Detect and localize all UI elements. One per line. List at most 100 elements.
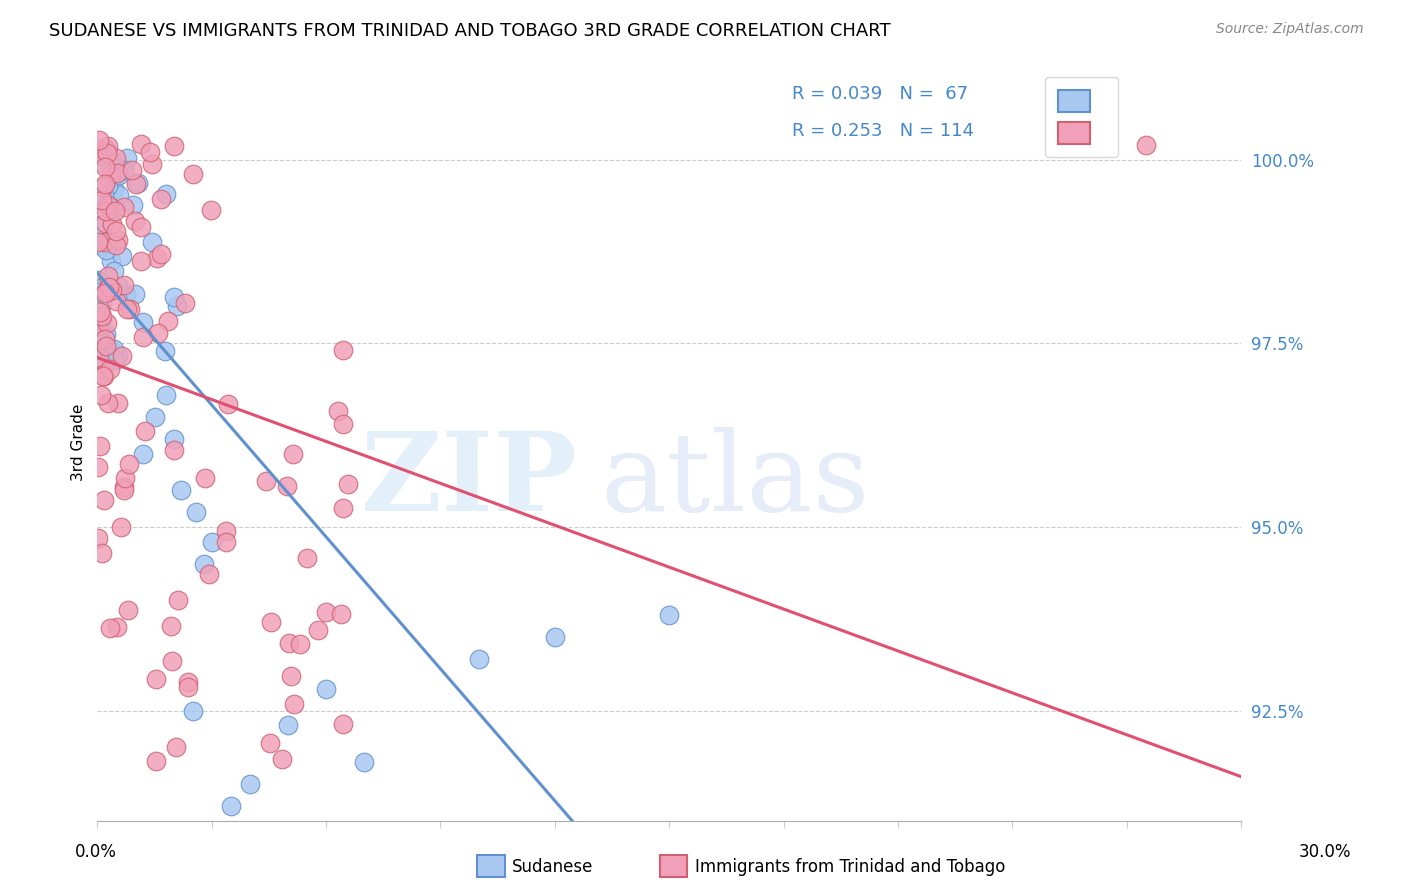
Point (112, 162, 135, 177)
Point (239, 777, 262, 791)
Point (118, 301, 141, 316)
Point (100, 254, 122, 268)
Point (94, 141, 117, 155)
Point (110, 520, 132, 534)
Point (315, 681, 337, 696)
Point (87, 142, 110, 156)
Point (467, 652, 489, 666)
Point (93, 493, 115, 508)
Point (1135, 137, 1157, 152)
Point (107, 161, 129, 175)
Point (281, 447, 304, 461)
Point (90, 148, 112, 162)
Point (353, 755, 375, 769)
Point (104, 204, 127, 219)
Point (87, 191, 110, 205)
Point (90, 227, 112, 241)
Point (90, 155, 112, 169)
Point (544, 630, 567, 644)
Point (98, 342, 121, 356)
Point (329, 607, 352, 622)
Point (139, 145, 162, 159)
Point (87, 273, 110, 287)
Legend: , : , (1045, 77, 1118, 157)
Point (332, 417, 354, 431)
Text: Source: ZipAtlas.com: Source: ZipAtlas.com (1216, 22, 1364, 37)
Point (277, 718, 299, 732)
Point (100, 167, 122, 181)
Point (163, 290, 186, 304)
Point (200, 202, 222, 217)
Point (97, 198, 120, 212)
Point (93, 161, 115, 175)
Point (91, 238, 114, 252)
Point (107, 395, 129, 409)
Point (91, 279, 114, 293)
Point (94, 339, 117, 353)
Point (93, 235, 115, 250)
Point (163, 138, 186, 153)
Point (91, 334, 114, 349)
Point (181, 167, 204, 181)
Point (112, 480, 135, 494)
Point (93, 367, 115, 381)
Point (87, 235, 110, 249)
Point (118, 457, 141, 471)
Point (162, 432, 184, 446)
Point (270, 752, 292, 766)
Point (91, 180, 114, 194)
Point (332, 717, 354, 731)
Point (91, 309, 114, 323)
Text: atlas: atlas (600, 427, 870, 534)
Point (131, 253, 153, 268)
Point (129, 219, 152, 234)
Point (141, 235, 163, 249)
Point (100, 283, 122, 297)
Point (111, 350, 134, 364)
Point (87, 531, 110, 545)
Point (170, 483, 193, 498)
Point (121, 197, 143, 211)
Point (115, 301, 138, 316)
Point (94, 197, 117, 211)
Point (93, 369, 115, 384)
Y-axis label: 3rd Grade: 3rd Grade (72, 404, 86, 481)
Point (114, 286, 136, 301)
Point (124, 286, 146, 301)
Point (260, 615, 283, 629)
Point (280, 669, 302, 683)
Point (87, 318, 110, 333)
Point (100, 621, 122, 635)
Point (177, 675, 200, 690)
Point (98, 279, 121, 293)
Point (93, 188, 115, 202)
Point (87, 133, 110, 147)
Point (197, 566, 219, 581)
Point (98, 361, 121, 376)
Point (97, 139, 120, 153)
Point (90, 221, 112, 235)
Point (114, 471, 136, 485)
Point (94, 357, 117, 371)
Point (132, 315, 155, 329)
Point (97, 396, 120, 410)
Point (93, 285, 115, 300)
Point (91, 188, 114, 202)
Text: 0.0%: 0.0% (75, 843, 117, 861)
Point (658, 608, 681, 623)
Point (215, 524, 238, 539)
Point (112, 277, 135, 292)
Text: R = 0.253   N = 114: R = 0.253 N = 114 (792, 121, 973, 139)
Point (89, 332, 111, 346)
Point (155, 344, 177, 359)
Point (145, 672, 167, 686)
Point (91, 296, 114, 310)
Point (89, 305, 111, 319)
Point (103, 181, 125, 195)
Point (100, 202, 122, 217)
Point (160, 619, 183, 633)
Point (194, 471, 217, 485)
Text: SUDANESE VS IMMIGRANTS FROM TRINIDAD AND TOBAGO 3RD GRADE CORRELATION CHART: SUDANESE VS IMMIGRANTS FROM TRINIDAD AND… (49, 22, 891, 40)
Point (105, 620, 128, 634)
Point (96, 146, 118, 161)
